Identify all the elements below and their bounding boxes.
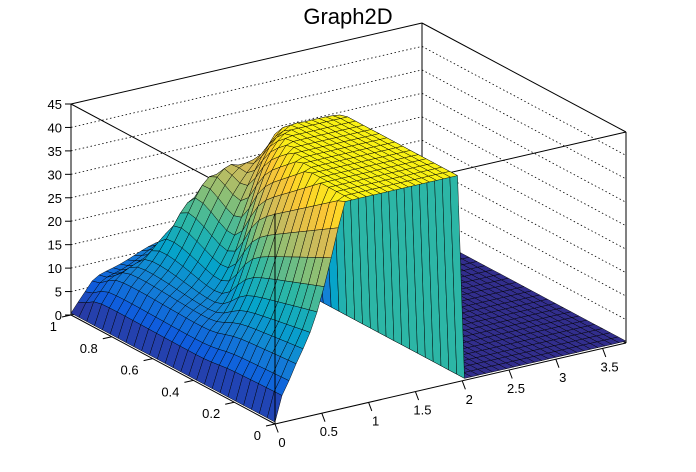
y-tick-label: 0 [254, 428, 261, 443]
z-tick-label: 25 [48, 191, 62, 206]
x-tick-label: 3.5 [601, 359, 619, 374]
x-tick-label: 0.5 [320, 424, 338, 439]
y-tick [102, 336, 112, 340]
x-tick [555, 359, 560, 368]
y-tick-label: 0.6 [121, 363, 139, 378]
z-grid-back [70, 92, 423, 175]
z-tick-label: 35 [48, 144, 62, 159]
x-tick-label: 2.5 [507, 381, 525, 396]
z-tick-label: 10 [48, 261, 62, 276]
surface-plot [70, 114, 627, 423]
z-tick-label: 45 [48, 97, 62, 112]
right-top-edge [421, 22, 627, 133]
x-tick [508, 369, 513, 379]
y-tick-label: 1 [50, 319, 57, 334]
y-tick-label: 0.8 [80, 341, 98, 356]
z-tick-label: 0 [55, 308, 62, 323]
z-grid-right [421, 186, 627, 297]
z-grid-right [421, 69, 627, 180]
y-tick-label: 0.4 [161, 384, 179, 399]
y-tick [225, 401, 235, 405]
x-tick-label: 2 [466, 392, 473, 407]
x-tick-label: 3 [559, 370, 566, 385]
plot-front-frame [70, 213, 627, 425]
z-tick-label: 5 [55, 285, 62, 300]
z-grid-right [421, 46, 627, 156]
x-tick [414, 391, 420, 401]
z-tick-label: 40 [48, 120, 62, 135]
z-tick-label: 20 [48, 214, 62, 229]
z-grid-right [421, 92, 627, 203]
x-tick [602, 348, 607, 358]
x-tick [368, 402, 373, 412]
y-tick [184, 379, 194, 383]
z-grid-right [421, 116, 627, 227]
y-tick-label: 0.2 [202, 406, 220, 421]
y-axis-line [70, 314, 276, 425]
x-tick [321, 413, 326, 422]
x-tick-label: 0 [278, 435, 285, 450]
x-tick [461, 380, 466, 390]
z-tick-label: 15 [48, 238, 62, 253]
z-grid-right [421, 139, 627, 250]
z-grid-back [70, 46, 423, 128]
x-axis-line [274, 342, 627, 425]
axes: 00.511.522.533.500.20.40.60.810510152025… [48, 97, 619, 450]
y-tick [143, 358, 153, 362]
x-tick-label: 1.5 [413, 403, 431, 418]
back-top-edge [70, 22, 423, 105]
chart-title: Graph2D [303, 4, 392, 29]
z-grid-back [70, 69, 423, 152]
y-tick [265, 423, 276, 427]
z-grid-right [421, 210, 627, 320]
x-tick-label: 1 [372, 413, 379, 428]
x-tick [274, 423, 279, 433]
z-tick-label: 30 [48, 167, 62, 182]
z-grid-right [421, 163, 627, 274]
